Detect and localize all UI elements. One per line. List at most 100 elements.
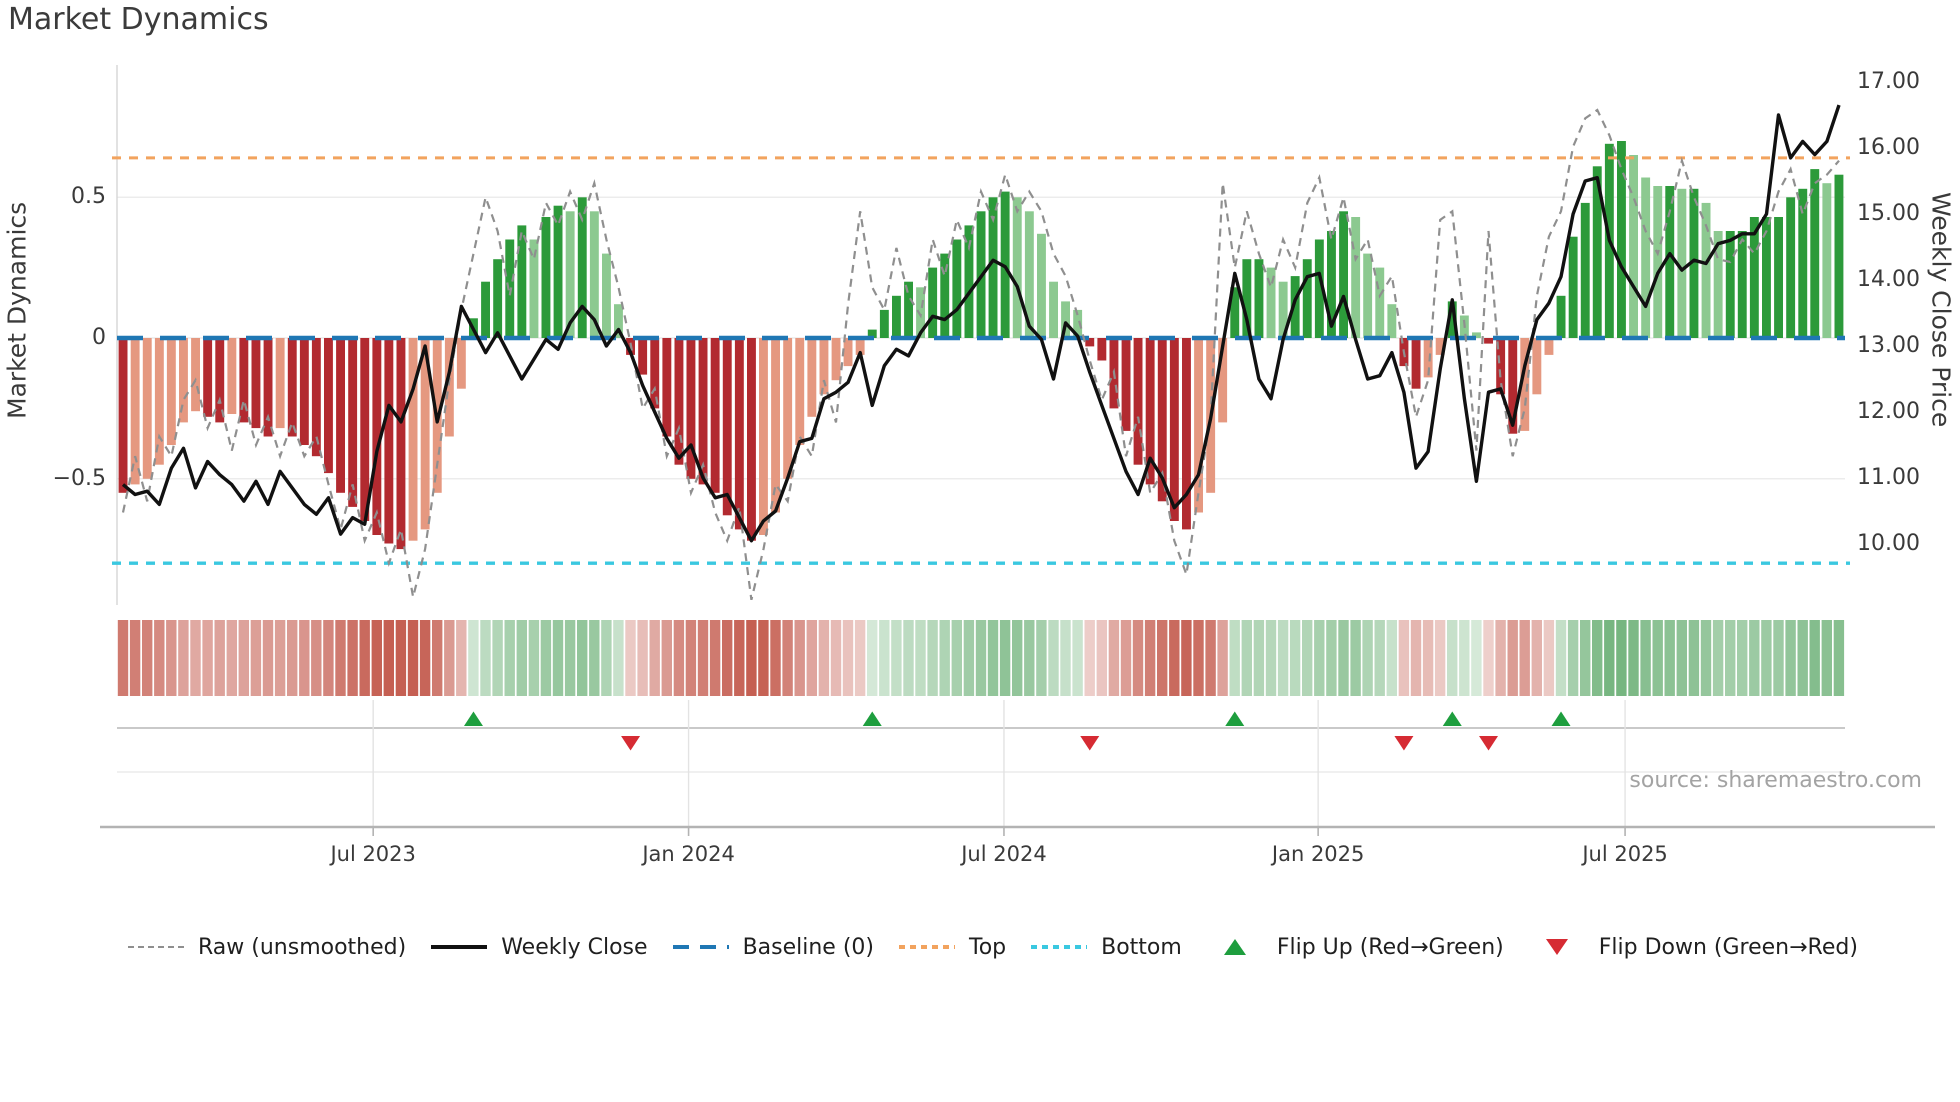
dynamics-bar bbox=[602, 253, 611, 338]
dynamics-bar bbox=[1121, 338, 1131, 431]
dynamics-bar bbox=[940, 253, 950, 338]
heatmap-cell bbox=[299, 620, 310, 696]
heatmap-cell bbox=[1761, 620, 1772, 696]
dynamics-bar bbox=[1049, 281, 1058, 338]
dynamics-bar bbox=[867, 329, 877, 338]
dynamics-bar bbox=[1798, 188, 1808, 338]
heatmap-cell bbox=[709, 620, 721, 696]
heatmap-cell bbox=[649, 620, 660, 696]
weekly-close-line bbox=[121, 104, 1841, 543]
heatmap-cell bbox=[1181, 620, 1192, 696]
dynamics-bar bbox=[142, 338, 152, 479]
dynamics-bar bbox=[1472, 332, 1481, 338]
heatmap-cell bbox=[250, 620, 262, 696]
dynamics-bar bbox=[251, 338, 261, 429]
dynamics-bar bbox=[964, 225, 974, 338]
dynamics-bar bbox=[481, 281, 490, 338]
heatmap-cell bbox=[685, 620, 697, 696]
dynamics-bar bbox=[1351, 217, 1361, 338]
heatmap-cell bbox=[1024, 620, 1035, 696]
dynamics-bar bbox=[1254, 259, 1264, 338]
y-tick-label-right: 10.00 bbox=[1857, 531, 1920, 556]
heatmap-cell bbox=[770, 620, 781, 696]
dynamics-bar bbox=[565, 211, 575, 338]
dynamics-bar bbox=[1218, 338, 1228, 423]
heatmap-cell bbox=[734, 620, 745, 696]
heatmap-cell bbox=[540, 620, 552, 696]
dynamics-bar bbox=[831, 338, 841, 381]
dynamics-bar bbox=[638, 338, 648, 375]
dynamics-bar bbox=[1580, 202, 1590, 338]
flip-down-marker bbox=[1080, 736, 1100, 751]
heatmap-cell bbox=[1096, 620, 1107, 696]
x-tick-label: Jan 2025 bbox=[1271, 842, 1365, 866]
dynamics-bar bbox=[203, 338, 213, 417]
dynamics-bar bbox=[1290, 276, 1300, 338]
top-line-swatch-icon bbox=[899, 945, 955, 949]
y-tick-label-left: 0 bbox=[92, 325, 106, 350]
heatmap-cell bbox=[1483, 620, 1494, 696]
y-tick-label-left: −0.5 bbox=[52, 465, 106, 491]
heatmap-cell bbox=[794, 620, 805, 696]
dynamics-bar bbox=[493, 259, 503, 338]
heatmap-cell bbox=[1712, 620, 1724, 696]
dynamics-bar bbox=[1713, 231, 1723, 338]
dynamics-bar bbox=[1725, 231, 1735, 338]
heatmap-cell bbox=[1144, 620, 1156, 696]
legend-item-top: Top bbox=[899, 935, 1006, 960]
y-tick-label-right: 17.00 bbox=[1857, 69, 1920, 94]
dynamics-bar bbox=[589, 211, 599, 338]
legend-item-flip-down: Flip Down (Green→Red) bbox=[1529, 935, 1858, 960]
x-tick-label: Jul 2025 bbox=[1582, 842, 1668, 866]
heatmap-cell bbox=[1495, 620, 1506, 696]
dynamics-bar bbox=[734, 338, 744, 530]
dynamics-bar bbox=[1810, 169, 1820, 338]
heatmap-cell bbox=[407, 620, 419, 696]
baseline-swatch-icon bbox=[672, 944, 729, 950]
heatmap-cell bbox=[1229, 620, 1240, 696]
heatmap-cell bbox=[1193, 620, 1204, 696]
heatmap-cell bbox=[927, 620, 938, 696]
legend-label: Baseline (0) bbox=[742, 934, 874, 960]
legend-item-bottom: Bottom bbox=[1031, 935, 1182, 960]
heatmap-cell bbox=[1241, 620, 1252, 696]
dynamics-bar bbox=[1786, 197, 1796, 339]
y-tick-label-right: 12.00 bbox=[1857, 399, 1920, 424]
chart-title: Market Dynamics bbox=[8, 2, 269, 37]
heatmap-cell bbox=[830, 620, 842, 696]
dynamics-bar bbox=[1617, 141, 1626, 338]
legend-item-weekly-close: Weekly Close bbox=[431, 935, 648, 960]
dynamics-bar bbox=[843, 338, 853, 367]
dynamics-bar bbox=[1182, 338, 1191, 530]
heatmap-cell bbox=[1314, 620, 1325, 696]
heatmap-cell bbox=[274, 620, 286, 696]
dynamics-bar bbox=[1834, 174, 1844, 338]
heatmap-cell bbox=[1422, 620, 1434, 696]
close-line-swatch-icon bbox=[431, 945, 488, 949]
dynamics-bar bbox=[892, 295, 901, 338]
dynamics-bar bbox=[1701, 202, 1711, 338]
heatmap-cell bbox=[939, 620, 950, 696]
dynamics-bar bbox=[166, 338, 176, 445]
heatmap-cell bbox=[1531, 620, 1542, 696]
flip-down-triangle-icon bbox=[1529, 939, 1585, 955]
heatmap-cell bbox=[178, 620, 189, 696]
heatmap-cell bbox=[1773, 620, 1784, 696]
source-attribution: source: sharemaestro.com bbox=[1629, 768, 1922, 793]
heatmap-cell bbox=[879, 620, 890, 696]
dynamics-bar bbox=[1822, 183, 1832, 338]
dynamics-bar bbox=[1363, 253, 1373, 338]
heatmap-cell bbox=[1157, 620, 1168, 696]
heatmap-strip bbox=[117, 620, 1845, 696]
dynamics-bar bbox=[1157, 338, 1167, 502]
dynamics-bar bbox=[553, 205, 563, 338]
heatmap-cell bbox=[1217, 620, 1228, 696]
dynamics-bar bbox=[1061, 301, 1070, 338]
dynamics-bar bbox=[1556, 295, 1566, 338]
heatmap-cell bbox=[1833, 620, 1845, 696]
heatmap-cell bbox=[1338, 620, 1349, 696]
dynamics-bar bbox=[299, 338, 309, 445]
dynamics-bar bbox=[783, 338, 793, 479]
dynamics-bar bbox=[239, 338, 249, 423]
dynamics-bar bbox=[1024, 211, 1034, 338]
